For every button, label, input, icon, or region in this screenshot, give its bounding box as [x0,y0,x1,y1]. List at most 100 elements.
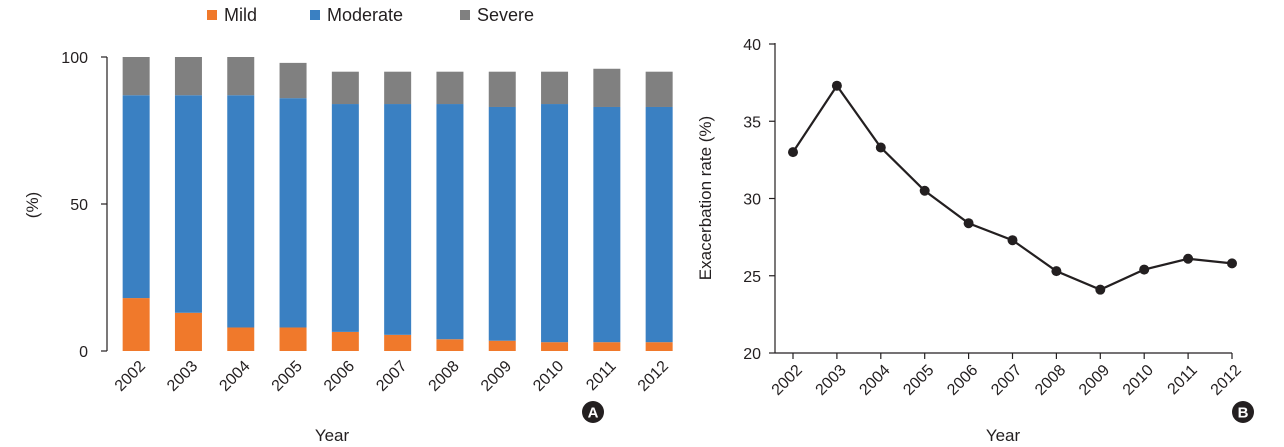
x-tick-label: 2007 [373,358,410,395]
data-point-2008 [1051,266,1062,277]
y-tick-label: 40 [743,37,761,54]
legend-swatch-moderate [310,10,320,20]
x-tick-label: 2009 [1076,362,1113,399]
legend: Mild Moderate Severe [207,5,534,25]
bar-moderate-2009 [488,106,516,341]
y-tick-label: 25 [743,269,761,286]
bar-severe-2009 [488,71,516,107]
panel-label-b-badge [1232,401,1254,423]
legend-label-moderate: Moderate [327,5,403,25]
bar-severe-2002 [122,57,150,96]
bar-moderate-2002 [122,95,150,299]
bar-mild-2002 [122,298,150,351]
x-tick-label: 2012 [1208,362,1245,399]
bar-severe-2004 [227,57,255,96]
bar-mild-2012 [645,342,673,351]
data-point-2011 [1183,253,1194,264]
x-ticks: 2002 2003 2004 2005 2006 2007 2008 2009 2010 2011… [769,353,1245,399]
y-tick-label: 0 [79,344,88,361]
bar-moderate-2012 [645,106,673,343]
bar-mild-2006 [331,331,359,351]
bar-severe-2007 [384,71,412,105]
bar-mild-2011 [593,342,621,351]
bar-moderate-2008 [436,104,464,340]
bar-moderate-2004 [227,95,255,328]
x-tick-label: 2003 [813,362,850,399]
bar-moderate-2005 [279,98,307,328]
x-tick-label: 2004 [856,362,893,399]
data-point-2010 [1139,264,1150,275]
bar-severe-2006 [331,71,359,105]
y-axis-label: (%) [23,192,42,218]
x-tick-label: 2009 [478,358,515,395]
panel-b: 20 25 30 35 40 2002 2003 2004 2005 2006 2007 2008 2… [696,37,1254,445]
x-axis-label: Year [986,426,1021,445]
x-axis-label: Year [315,426,350,445]
bar-moderate-2003 [174,95,202,313]
y-tick-label: 30 [743,192,761,209]
bar-severe-2005 [279,62,307,99]
axes [774,43,1232,354]
bar-mild-2003 [174,312,202,351]
y-tick-label: 50 [70,197,88,214]
x-tick-label: 2007 [988,362,1025,399]
x-tick-label: 2011 [583,358,619,394]
bar-moderate-2006 [331,104,359,332]
legend-label-mild: Mild [224,5,257,25]
bar-moderate-2011 [593,106,621,343]
y-axis: 0 50 100 [61,50,108,361]
data-point-2012 [1227,258,1237,269]
y-tick-label: 100 [61,50,88,67]
y-axis-label: Exacerbation rate (%) [696,116,715,280]
x-tick-label: 2005 [269,358,306,395]
bar-severe-2008 [436,71,464,105]
x-tick-label: 2008 [1032,362,1069,399]
bar-moderate-2007 [384,104,412,335]
bar-mild-2004 [227,327,255,351]
x-tick-label: 2011 [1165,362,1201,398]
x-tick-label: 2008 [426,358,463,395]
bars [122,57,673,351]
bar-severe-2003 [174,57,202,96]
bar-moderate-2010 [541,104,569,343]
data-point-2002 [788,147,798,158]
data-point-2004 [875,142,886,153]
y-tick-label: 35 [743,114,761,131]
x-tick-label: 2006 [944,362,981,399]
x-tick-label: 2004 [216,358,253,395]
bar-mild-2008 [436,339,464,351]
bar-mild-2007 [384,334,412,351]
series-line [788,80,1237,295]
y-tick-label: 20 [743,346,761,363]
bar-mild-2010 [541,342,569,351]
data-point-2003 [831,80,842,91]
x-tick-label: 2005 [900,362,937,399]
bar-mild-2009 [488,340,516,351]
legend-swatch-severe [460,10,470,20]
y-ticks: 20 25 30 35 40 [743,37,775,363]
x-tick-label: 2010 [1120,362,1157,399]
series-polyline [792,83,1233,291]
x-tick-label: 2010 [530,358,567,395]
x-tick-label: 2003 [164,358,201,395]
panel-label-b-text: B [1238,405,1249,422]
panel-label-a-badge [582,401,604,423]
bar-severe-2010 [541,71,569,105]
data-point-2009 [1095,284,1106,295]
x-tick-labels: 2002 2003 2004 2005 2006 2007 2008 2009 2010 2011… [112,358,672,395]
legend-label-severe: Severe [477,5,534,25]
data-point-2006 [963,218,974,229]
panel-label-b: B [1232,401,1254,423]
data-point-2007 [1007,235,1018,246]
panel-label-a: A [582,401,604,423]
panel-label-a-text: A [588,405,599,422]
x-tick-label: 2002 [112,358,149,395]
x-tick-label: 2006 [321,358,358,395]
bar-severe-2011 [593,68,621,107]
x-tick-label: 2012 [635,358,672,395]
bar-severe-2012 [645,71,673,107]
legend-swatch-mild [207,10,217,20]
bar-mild-2005 [279,327,307,351]
